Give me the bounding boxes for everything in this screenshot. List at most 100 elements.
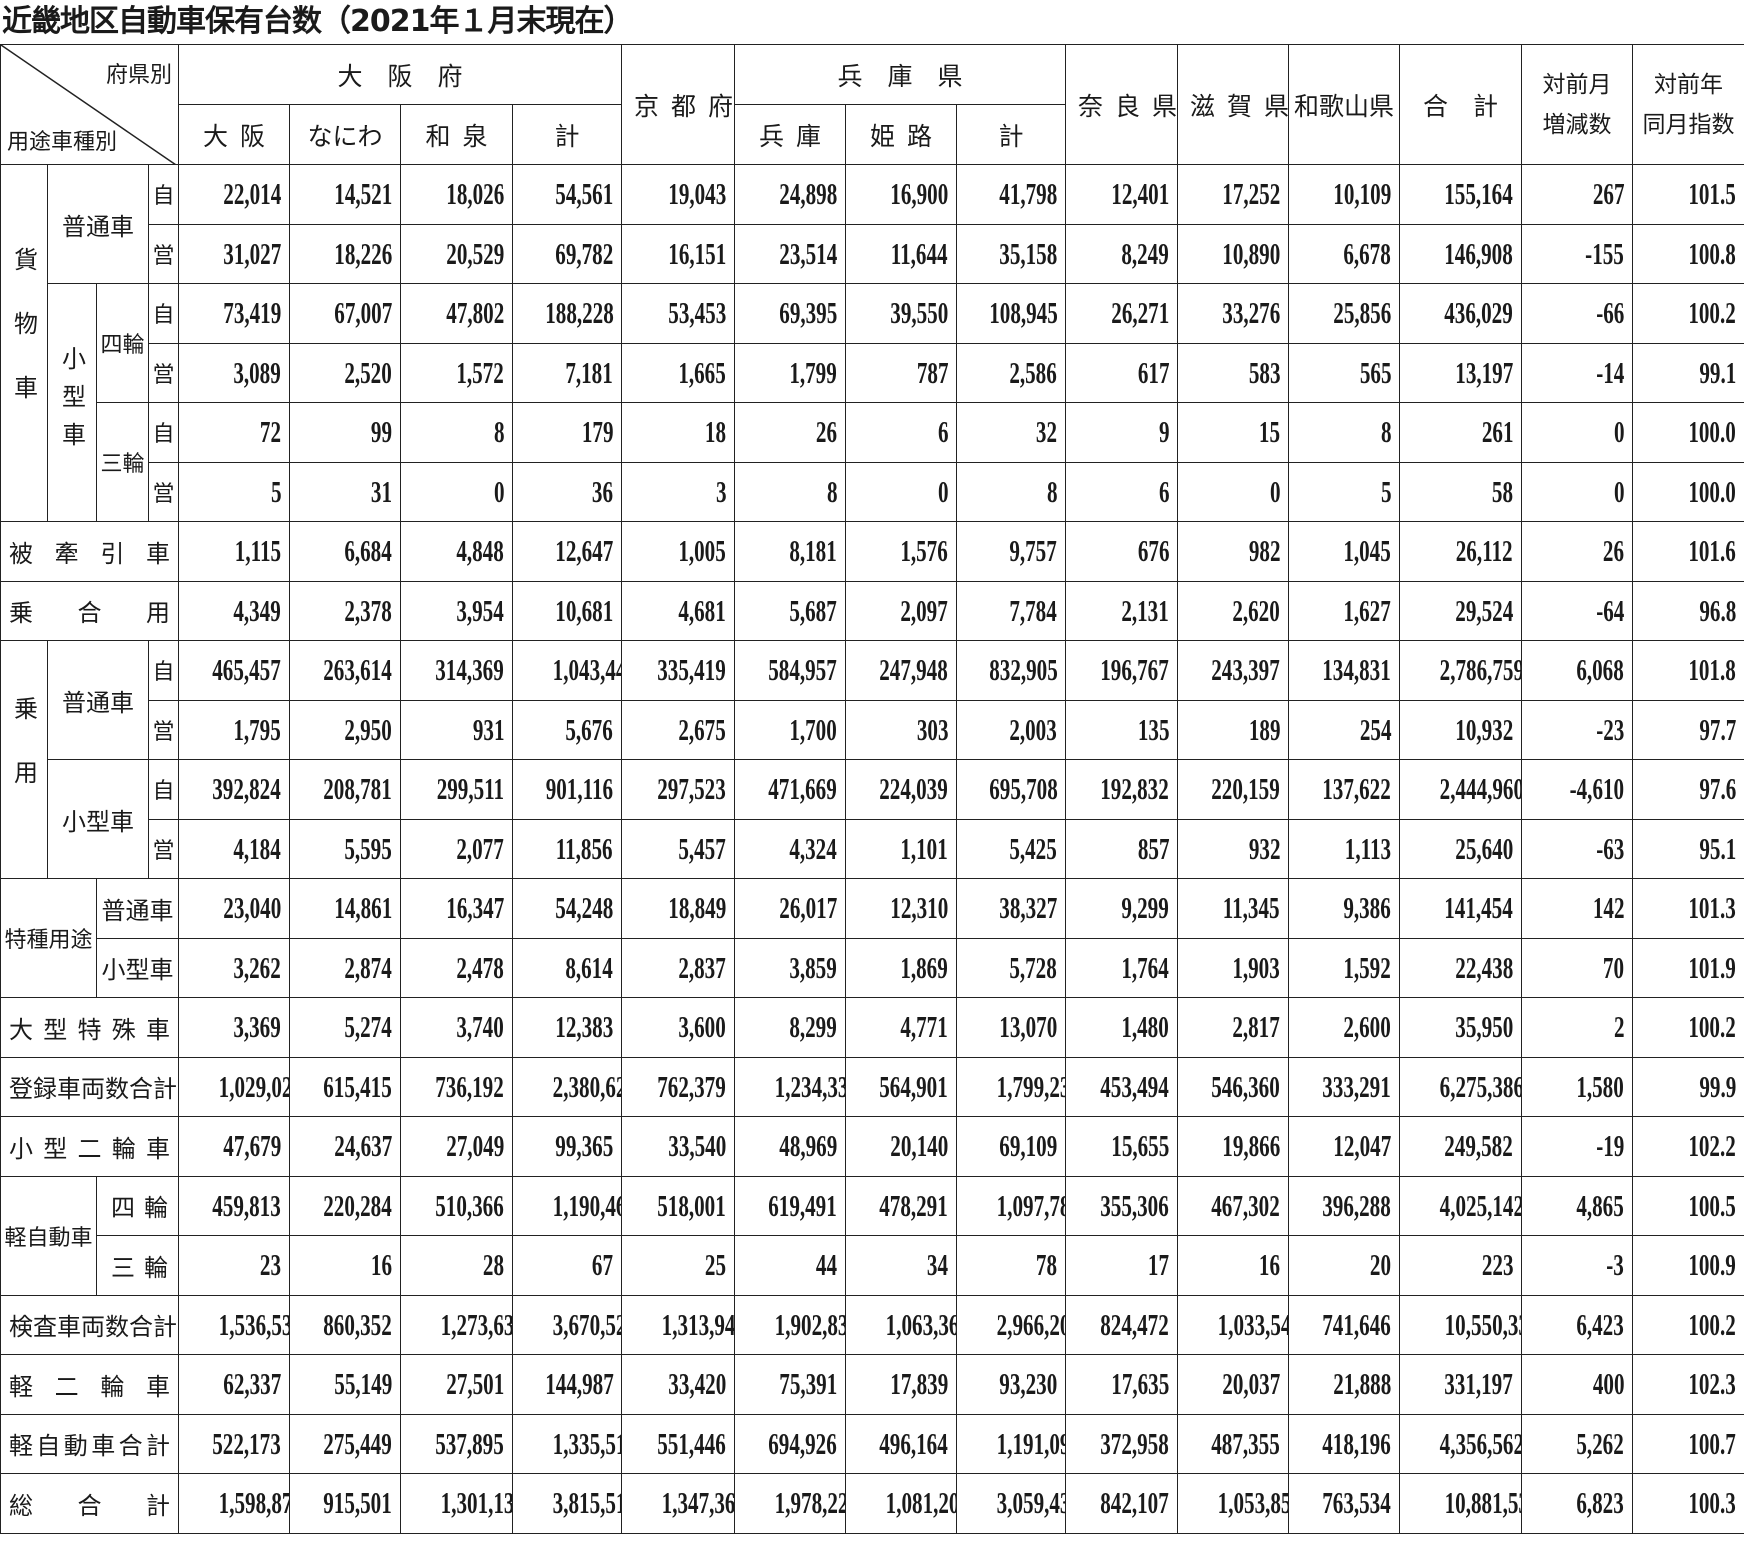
value-text: 1,273,635	[440, 1306, 512, 1342]
value-text: 100.0	[1688, 414, 1737, 450]
value-cell: 69,109	[956, 1116, 1067, 1177]
value-text: -4,610	[1569, 771, 1625, 807]
value-text: 1,576	[900, 533, 949, 569]
value-text: 73,419	[223, 295, 281, 331]
value-text: 335,419	[657, 652, 727, 688]
value-cell: 1,592	[1288, 937, 1401, 998]
value-text: 4,865	[1576, 1187, 1625, 1223]
value-cell: 20,037	[1177, 1354, 1290, 1415]
value-text: 8,299	[789, 1009, 838, 1045]
value-text: 25,856	[1333, 295, 1392, 331]
value-text: 23	[259, 1247, 281, 1283]
value-text: 1,033,544	[1217, 1306, 1288, 1342]
value-text: 100.2	[1688, 1009, 1737, 1045]
value-cell: 1,191,090	[956, 1413, 1067, 1474]
value-cell: 9,386	[1288, 878, 1401, 939]
value-cell: 247,948	[845, 640, 958, 701]
value-text: 101.9	[1688, 949, 1737, 985]
value-cell: 23	[178, 1235, 290, 1296]
value-cell: 537,895	[400, 1413, 513, 1474]
value-cell: 471,669	[734, 759, 847, 820]
value-cell: 2,817	[1177, 997, 1290, 1058]
value-text: 134,831	[1322, 652, 1392, 688]
value-text: 860,352	[323, 1306, 392, 1342]
value-text: 1,536,536	[218, 1306, 289, 1342]
value-text: 31	[370, 473, 392, 509]
value-cell: 220,159	[1177, 759, 1290, 820]
value-text: 619,491	[768, 1187, 838, 1223]
value-text: 5	[270, 473, 281, 509]
value-cell: 1,043,440	[511, 640, 623, 701]
value-text: 48,969	[779, 1128, 838, 1164]
value-cell: 2,380,628	[511, 1056, 623, 1117]
value-cell: 1,580	[1521, 1056, 1634, 1117]
value-cell: 6	[845, 402, 958, 463]
value-cell: 146,908	[1399, 223, 1523, 284]
value-text: 223	[1481, 1247, 1514, 1283]
value-text: 1,113	[1344, 830, 1392, 866]
header-wakayama: 和歌山県	[1288, 44, 1401, 165]
value-text: -64	[1595, 592, 1625, 628]
row-label: 被牽引車	[0, 521, 179, 582]
value-text: 565	[1359, 354, 1392, 390]
value-text: 27,049	[446, 1128, 504, 1164]
value-cell: 10,109	[1288, 164, 1401, 225]
value-text: 12,401	[1111, 176, 1170, 212]
row-label: 四輪	[96, 1175, 179, 1236]
value-cell: 20,529	[400, 223, 513, 284]
value-cell: 763,534	[1288, 1473, 1401, 1534]
value-text: 7,784	[1009, 592, 1058, 628]
diagonal-divider	[1, 45, 176, 164]
value-text: 3,600	[678, 1009, 727, 1045]
value-cell: 0	[1521, 402, 1634, 463]
value-cell: 931	[400, 699, 513, 760]
value-cell: 95.1	[1632, 818, 1744, 879]
value-text: 763,534	[1322, 1485, 1392, 1521]
row-label: 営	[148, 461, 179, 522]
value-cell: 58	[1399, 461, 1523, 522]
value-cell: 101.3	[1632, 878, 1744, 939]
value-text: 2,131	[1121, 592, 1170, 628]
value-cell: 8	[956, 461, 1067, 522]
value-text: 208,781	[323, 771, 392, 807]
value-cell: 100.8	[1632, 223, 1744, 284]
value-text: 21,888	[1333, 1366, 1392, 1402]
value-text: 2,380,628	[552, 1068, 621, 1104]
value-cell: 14,861	[289, 878, 401, 939]
value-cell: 100.2	[1632, 283, 1744, 344]
value-text: 20	[1369, 1247, 1392, 1283]
value-text: 741,646	[1322, 1306, 1392, 1342]
row-label: 小型車	[47, 283, 97, 522]
value-text: 615,415	[323, 1068, 392, 1104]
value-text: 10,932	[1455, 711, 1514, 747]
value-text: 12,383	[555, 1009, 614, 1045]
value-text: 465,457	[212, 652, 281, 688]
value-cell: 1,799,234	[956, 1056, 1067, 1117]
value-text: -14	[1595, 354, 1625, 390]
value-cell: 8	[734, 461, 847, 522]
header-hyogo-himeji: 姫路	[845, 104, 958, 165]
value-cell: 741,646	[1288, 1294, 1401, 1355]
value-text: 8,181	[789, 533, 838, 569]
row-label: 検査車両数合計	[0, 1294, 179, 1355]
value-text: 20,037	[1222, 1366, 1281, 1402]
value-cell: 54,561	[511, 164, 623, 225]
value-text: 13,197	[1455, 354, 1514, 390]
value-text: 108,945	[989, 295, 1058, 331]
value-text: 5	[1380, 473, 1392, 509]
value-cell: 2,478	[400, 937, 513, 998]
value-text: 1,580	[1576, 1068, 1625, 1104]
value-cell: 8	[1288, 402, 1401, 463]
value-text: 1,799,234	[996, 1068, 1065, 1104]
value-cell: 11,345	[1177, 878, 1290, 939]
value-cell: 915,501	[289, 1473, 401, 1534]
value-text: 1,572	[456, 354, 504, 390]
value-cell: 787	[845, 342, 958, 403]
value-text: 467,302	[1211, 1187, 1281, 1223]
value-text: 75,391	[779, 1366, 838, 1402]
value-cell: 73,419	[178, 283, 290, 344]
value-cell: 224,039	[845, 759, 958, 820]
value-cell: 220,284	[289, 1175, 401, 1236]
value-text: 314,369	[435, 652, 504, 688]
value-cell: 2	[1521, 997, 1634, 1058]
